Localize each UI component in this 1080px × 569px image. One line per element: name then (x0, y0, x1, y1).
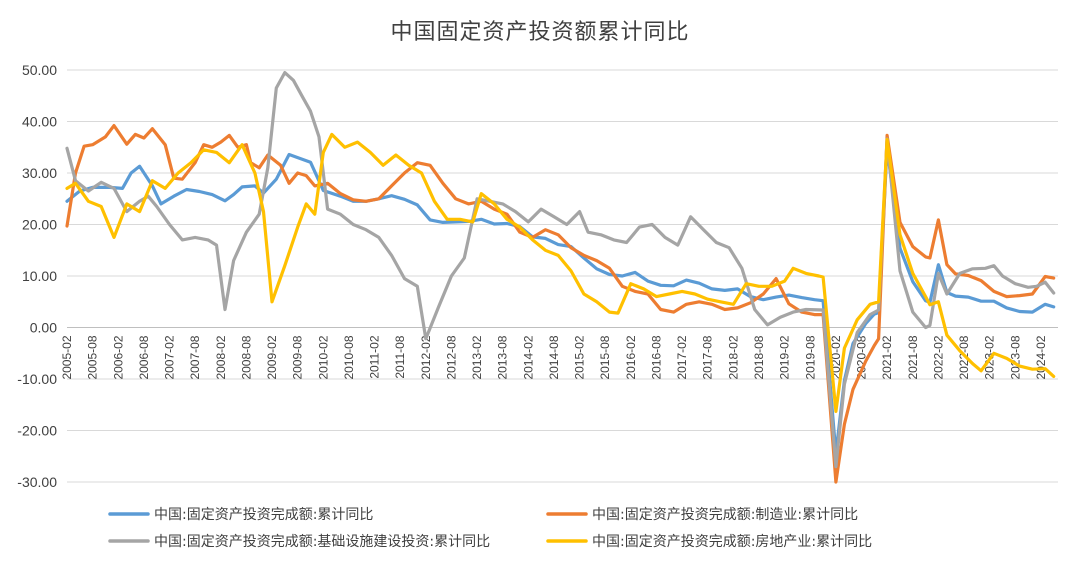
series-lines (65, 70, 1056, 484)
x-tick-label: 2012-02 (419, 335, 433, 379)
gridlines (67, 69, 1058, 483)
x-tick-label: 2005-02 (60, 335, 74, 379)
x-tick-label: 2018-02 (726, 335, 740, 379)
x-tick-label: 2006-02 (111, 335, 125, 379)
y-tick-label: 10.00 (22, 268, 57, 284)
legend-label: 中国:固定资产投资完成额:基础设施建设投资:累计同比 (154, 533, 490, 550)
y-tick-label: 0.00 (30, 320, 57, 336)
y-tick-label: 20.00 (22, 217, 57, 233)
y-tick-label: -10.00 (17, 371, 57, 387)
x-tick-label: 2014-08 (547, 335, 561, 379)
y-tick-label: -20.00 (17, 423, 57, 439)
x-tick-label: 2023-08 (1008, 335, 1022, 379)
legend-label: 中国:固定资产投资完成额:制造业:累计同比 (592, 507, 858, 523)
x-tick-label: 2011-08 (393, 335, 407, 378)
x-tick-label: 2009-08 (291, 335, 305, 379)
x-tick-label: 2009-02 (265, 335, 279, 379)
x-tick-label: 2006-08 (137, 335, 151, 379)
x-tick-label: 2014-02 (521, 335, 535, 379)
y-axis-ticks: 50.00 40.00 30.00 20.00 10.00 0.00 -10.00 -20.0… (17, 62, 57, 490)
y-tick-label: -30.00 (17, 474, 57, 490)
x-tick-label: 2016-02 (624, 335, 638, 379)
series-line-4 (65, 132, 1056, 413)
legend-label: 中国:固定资产投资完成额:累计同比 (154, 507, 373, 523)
x-tick-label: 2019-02 (778, 335, 792, 379)
x-tick-label: 2015-08 (598, 335, 612, 379)
x-tick-label: 2021-02 (880, 335, 894, 379)
chart-title: 中国固定资产投资额累计同比 (390, 20, 690, 45)
x-tick-label: 2017-02 (675, 335, 689, 379)
x-tick-label: 2012-08 (444, 335, 458, 379)
x-tick-label: 2005-08 (86, 335, 100, 379)
y-tick-label: 40.00 (22, 114, 57, 130)
x-tick-label: 2010-08 (342, 335, 356, 379)
x-tick-label: 2008-02 (214, 335, 228, 379)
x-tick-label: 2008-08 (239, 335, 253, 379)
x-tick-label: 2021-08 (906, 335, 920, 379)
x-tick-label: 2010-02 (316, 335, 330, 379)
x-tick-label: 2017-08 (701, 335, 715, 379)
legend-label: 中国:固定资产投资完成额:房地产业:累计同比 (592, 534, 872, 550)
x-tick-label: 2022-02 (931, 335, 945, 379)
x-tick-label: 2013-08 (496, 335, 510, 379)
series-line-1 (65, 145, 1056, 456)
x-tick-label: 2011-02 (368, 335, 382, 378)
x-tick-label: 2007-02 (163, 335, 177, 379)
x-tick-label: 2015-02 (573, 335, 587, 379)
x-tick-label: 2018-08 (752, 335, 766, 379)
series-line-2 (65, 123, 1056, 484)
x-tick-label: 2022-08 (957, 335, 971, 379)
x-tick-label: 2016-08 (649, 335, 663, 379)
series-line-3 (65, 70, 1056, 469)
x-axis-ticks: 2005-02 2005-08 2006-02 2006-08 2007-02 2007-… (60, 335, 1048, 379)
y-tick-label: 30.00 (22, 165, 57, 181)
x-tick-label: 2019-08 (803, 335, 817, 379)
legend: 中国:固定资产投资完成额:累计同比 中国:固定资产投资完成额:制造业:累计同比中国… (108, 507, 872, 550)
x-tick-label: 2024-02 (1034, 335, 1048, 379)
x-tick-label: 2007-08 (188, 335, 202, 379)
x-tick-label: 2013-02 (470, 335, 484, 379)
y-tick-label: 50.00 (22, 62, 57, 78)
x-tick-label: 2020-08 (855, 335, 869, 379)
